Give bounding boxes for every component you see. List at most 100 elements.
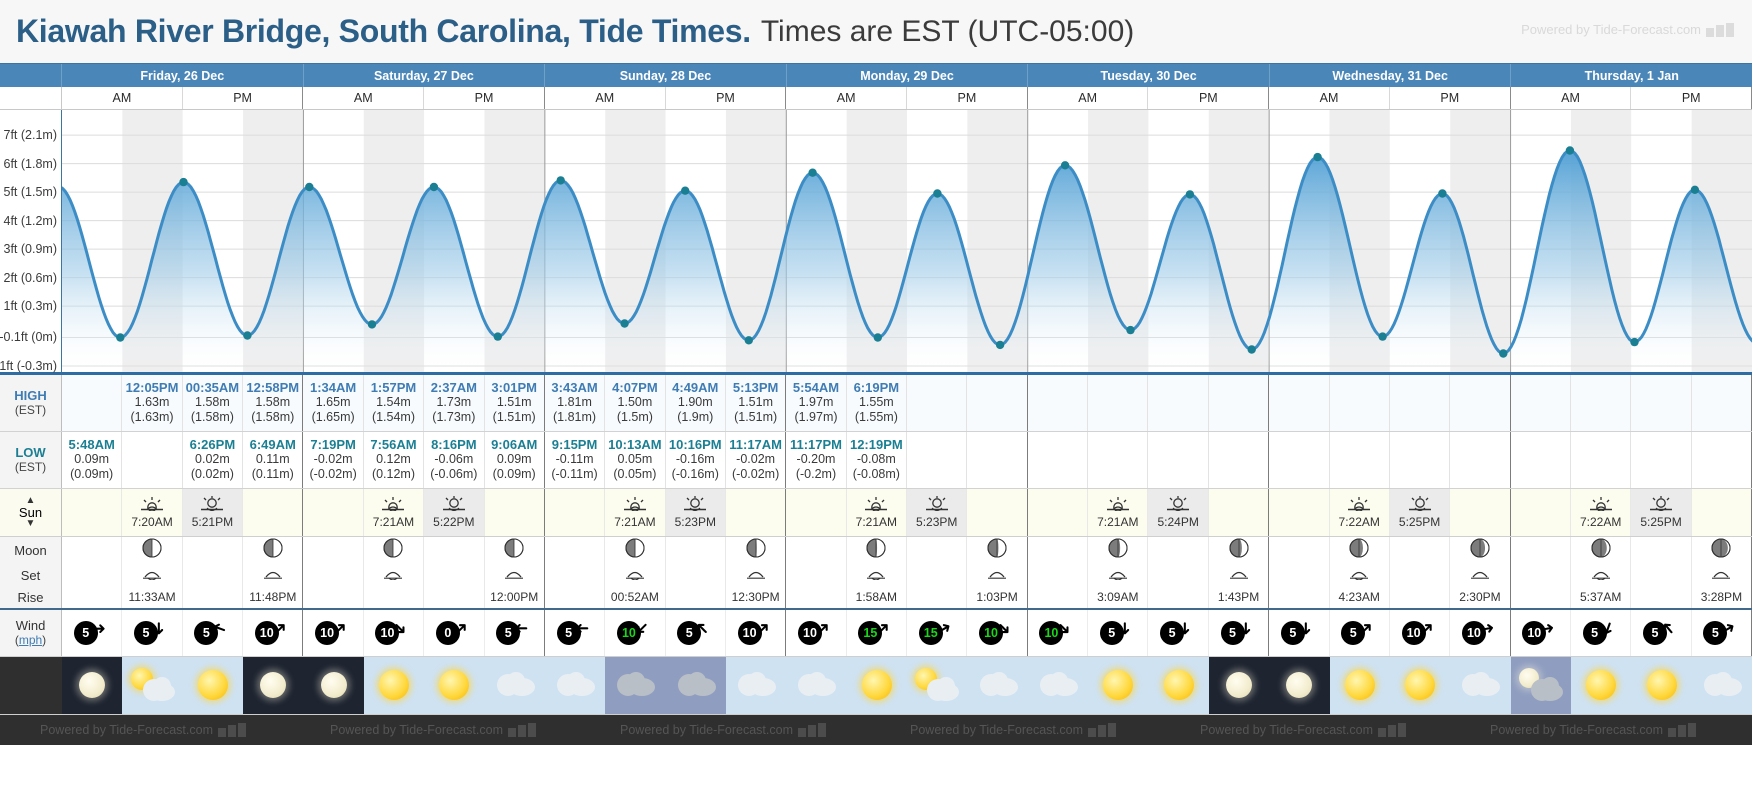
wind-cell: 10 ➜ (1510, 609, 1571, 656)
moon-cell (1691, 536, 1752, 565)
footer-watermark-text: Powered by Tide-Forecast.com (1490, 722, 1663, 737)
sun-updown-icon: ▲ (25, 495, 36, 507)
moon-set-cell (363, 564, 425, 587)
overcast-weather-icon (676, 672, 716, 697)
low-tide-height: 0.05m (617, 452, 653, 467)
low-tide-time: 6:26PM (189, 436, 236, 452)
ampm-cell-am: AM (1028, 87, 1149, 109)
tide-cell (1269, 375, 1330, 431)
high-tide-height-alt: (1.9m) (677, 410, 714, 425)
wind-speed-badge: 5 (1280, 620, 1305, 645)
moonset-icon (864, 566, 888, 585)
moon-set-cell (1691, 564, 1752, 587)
moon-set-cell (1027, 564, 1089, 587)
moon-cell (1570, 536, 1632, 565)
overcast-weather-icon (615, 672, 656, 697)
wind-speed-badge: 5 (1341, 620, 1366, 645)
sun-cell (725, 488, 787, 536)
sunset-icon (682, 495, 708, 514)
powered-by-text: Powered by Tide-Forecast.com (1521, 22, 1701, 37)
wind-badge: 5 ➜ (553, 618, 597, 648)
tide-cell (1208, 375, 1270, 431)
tide-cell: 6:19PM 1.55m (1.55m) (846, 375, 908, 431)
high-tide-height-alt: (1.5m) (616, 410, 653, 425)
weather-icon-cell (62, 656, 123, 714)
moon-time-cell (1269, 586, 1330, 608)
sun-time: 5:25PM (1640, 514, 1682, 529)
tide-cell: 12:19PM -0.08m (-0.08m) (846, 431, 908, 488)
moon-time: 2:30PM (1459, 590, 1501, 605)
high-tide-height-alt: (1.55m) (854, 410, 898, 425)
wind-cell: 5 ➜ (1269, 609, 1330, 656)
sun-cell: 5:25PM (1389, 488, 1451, 536)
tide-cell (967, 375, 1028, 431)
moon-cell (1389, 536, 1451, 565)
moon-set-cell (605, 564, 666, 587)
moon-cell (1510, 536, 1571, 565)
footer-watermark: Powered by Tide-Forecast.com (1490, 722, 1696, 737)
moon-set-cell (424, 564, 485, 587)
sun-weather-icon (861, 670, 892, 701)
moon-cell (1329, 536, 1390, 565)
moon-set-cell (665, 564, 726, 587)
tide-cell: 10:16PM -0.16m (-0.16m) (665, 431, 726, 488)
wind-badge: 10 ➜ (975, 616, 1019, 648)
high-tide-height-alt: (1.58m) (251, 410, 295, 425)
moon-cell (1027, 536, 1089, 565)
high-tide-time: 4:07PM (612, 380, 658, 395)
partly-sunny-weather-icon (915, 668, 960, 702)
moon-weather-icon (320, 672, 347, 699)
moon-set-cell (786, 564, 847, 587)
sun-time: 7:21AM (1097, 514, 1139, 529)
moon-label-text: Moon (14, 543, 47, 559)
sunrise-icon (380, 496, 406, 514)
wind-direction-arrow: ➜ (1478, 617, 1496, 639)
wind-speed-badge: 10 (979, 620, 1004, 645)
moonset-icon (1347, 566, 1371, 585)
low-tide-height-alt: (-0.02m) (309, 466, 357, 481)
day-header-cell: Thursday, 1 Jan (1584, 68, 1679, 83)
moon-time-cell (363, 586, 425, 608)
wind-direction-arrow: ➜ (1115, 621, 1135, 636)
footer-watermark-text: Powered by Tide-Forecast.com (40, 722, 213, 737)
weather-icon-cell (907, 656, 968, 714)
weather-icon-cell (1329, 656, 1390, 714)
high-tide-height-alt: (1.73m) (432, 410, 476, 425)
high-tide-time: 6:19PM (853, 380, 900, 395)
wind-cell: 5 ➜ (1088, 609, 1149, 656)
weather-icon-cell (1691, 656, 1752, 714)
moon-time-cell: 3:09AM (1088, 586, 1149, 608)
y-axis-tick-label: 2ft (0.6m) (3, 270, 58, 285)
low-tide-time: 10:13AM (608, 436, 662, 452)
moon-time: 4:23AM (1338, 590, 1380, 605)
moon-cell (967, 536, 1028, 565)
low-tide-time: 10:16PM (668, 436, 722, 452)
moon-set-cell (1631, 564, 1692, 587)
low-tide-time: 9:15PM (551, 436, 598, 452)
moon-cell (605, 536, 666, 565)
low-tide-time: 7:56AM (370, 436, 417, 452)
weather-icon-cell (605, 656, 666, 714)
ampm-cell-am: AM (1511, 87, 1632, 109)
weather-icon-cell (1631, 656, 1692, 714)
wind-cell: 10 ➜ (605, 609, 666, 656)
moon-time-cell: 1:58AM (846, 586, 908, 608)
moon-cell (182, 536, 244, 565)
sunrise-icon (863, 496, 889, 514)
moon-set-cell (122, 564, 183, 587)
wind-badge: 10 ➜ (794, 616, 838, 648)
tide-cell: 8:16PM -0.06m (-0.06m) (424, 431, 485, 488)
tide-cell: 7:56AM 0.12m (0.12m) (363, 431, 425, 488)
low-tide-height: -0.11m (555, 452, 594, 467)
footer-watermark: Powered by Tide-Forecast.com (1200, 722, 1406, 737)
powered-by-watermark: Powered by Tide-Forecast.com (1521, 22, 1734, 37)
cloud-weather-icon (978, 672, 1018, 697)
day-header-cell: Tuesday, 30 Dec (1028, 64, 1270, 87)
wind-unit-link[interactable]: mph (18, 633, 43, 648)
tide-cell (907, 431, 968, 488)
cloud-weather-icon (736, 672, 777, 697)
sunrise-icon (1346, 496, 1372, 514)
y-axis-tick-label: 6ft (1.8m) (3, 156, 58, 171)
tide-cell (1691, 431, 1752, 488)
